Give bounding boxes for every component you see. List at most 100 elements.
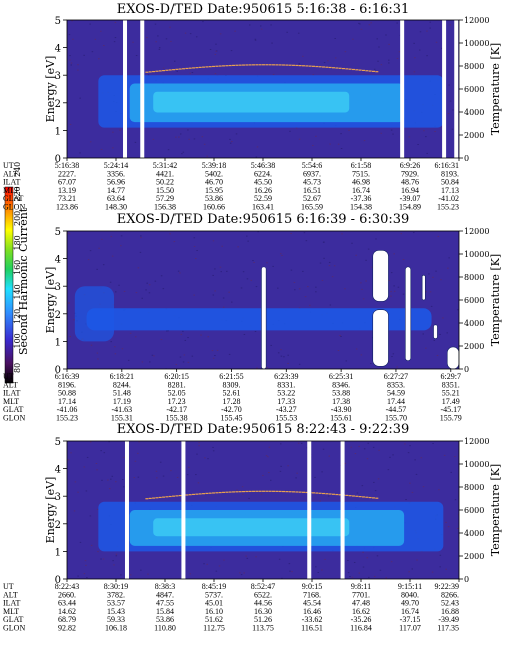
noise-speckle bbox=[270, 344, 272, 346]
noise-speckle bbox=[267, 456, 269, 458]
y-tick-label: 2 bbox=[55, 310, 61, 321]
dotted-feature bbox=[265, 490, 269, 492]
y2-tick-label: 12000 bbox=[464, 437, 489, 446]
ephemeris-value: 123.86 bbox=[56, 203, 78, 212]
noise-speckle bbox=[339, 334, 341, 336]
dotted-feature bbox=[308, 65, 312, 67]
ephemeris-value: 16.94 bbox=[401, 186, 419, 195]
ephemeris-value: 5402. bbox=[205, 169, 223, 178]
noise-speckle bbox=[248, 24, 251, 26]
dotted-feature bbox=[252, 490, 256, 492]
noise-speckle bbox=[218, 565, 221, 567]
noise-speckle bbox=[115, 481, 117, 483]
dotted-feature bbox=[172, 69, 176, 71]
noise-speckle bbox=[154, 23, 157, 25]
noise-speckle bbox=[101, 238, 103, 240]
noise-speckle bbox=[120, 245, 122, 247]
noise-speckle bbox=[363, 140, 366, 142]
noise-speckle bbox=[188, 138, 190, 140]
noise-speckle bbox=[147, 74, 150, 76]
noise-speckle bbox=[109, 488, 111, 490]
noise-speckle bbox=[450, 471, 452, 473]
ephemeris-row-label: ALT bbox=[3, 590, 18, 599]
noise-speckle bbox=[177, 270, 180, 272]
noise-speckle bbox=[426, 55, 428, 57]
ephemeris-row-label: MLT bbox=[3, 607, 19, 616]
noise-speckle bbox=[158, 48, 161, 50]
ephemeris-value: 52.05 bbox=[168, 389, 186, 398]
noise-speckle bbox=[112, 147, 114, 149]
noise-speckle bbox=[354, 453, 357, 455]
noise-speckle bbox=[351, 576, 354, 578]
noise-speckle bbox=[257, 231, 259, 233]
ephemeris-value: 44.56 bbox=[254, 599, 272, 608]
dotted-feature bbox=[238, 64, 242, 66]
noise-speckle bbox=[111, 475, 114, 477]
noise-speckle bbox=[277, 287, 279, 289]
dotted-feature bbox=[368, 496, 372, 499]
ephemeris-value: 116.84 bbox=[350, 624, 372, 633]
noise-speckle bbox=[167, 330, 169, 332]
dotted-feature bbox=[232, 491, 236, 493]
noise-speckle bbox=[400, 233, 403, 235]
y-tick-label: 0 bbox=[55, 365, 61, 376]
noise-speckle bbox=[207, 336, 209, 338]
ephemeris-value: 106.18 bbox=[105, 624, 127, 633]
ephemeris-value: 9:22:39 bbox=[435, 582, 459, 591]
ephemeris-value: 47.48 bbox=[352, 599, 370, 608]
noise-speckle bbox=[98, 58, 100, 60]
saturated-blob bbox=[404, 266, 412, 362]
dotted-feature bbox=[331, 67, 335, 69]
noise-speckle bbox=[451, 128, 454, 130]
noise-speckle bbox=[89, 23, 91, 25]
noise-speckle bbox=[194, 258, 197, 260]
y2-tick-label: 6000 bbox=[464, 296, 484, 305]
dotted-feature bbox=[195, 493, 199, 495]
noise-speckle bbox=[279, 470, 282, 472]
noise-speckle bbox=[323, 257, 325, 259]
noise-speckle bbox=[372, 446, 375, 448]
noise-speckle bbox=[350, 446, 353, 448]
ephemeris-value: 8196. bbox=[58, 380, 76, 389]
dotted-feature bbox=[365, 496, 369, 498]
dotted-feature bbox=[312, 492, 315, 494]
noise-speckle bbox=[256, 146, 259, 148]
noise-speckle bbox=[114, 37, 117, 39]
colorbar-tick-label: 100 bbox=[13, 333, 22, 348]
noise-speckle bbox=[137, 476, 140, 478]
noise-speckle bbox=[437, 235, 440, 237]
noise-speckle bbox=[206, 563, 208, 565]
noise-speckle bbox=[296, 472, 298, 474]
noise-speckle bbox=[393, 285, 395, 287]
noise-speckle bbox=[246, 235, 248, 237]
noise-speckle bbox=[113, 564, 115, 566]
plasma-edge-region bbox=[74, 286, 115, 342]
ephemeris-table: UT 5:16:38 5:24:14 5:31:42 5:39:18 5:46:38 5:5… bbox=[3, 158, 460, 212]
noise-speckle bbox=[392, 133, 394, 135]
noise-speckle bbox=[265, 455, 268, 457]
noise-speckle bbox=[68, 34, 71, 36]
ephemeris-value: 57.29 bbox=[156, 194, 174, 203]
noise-speckle bbox=[123, 290, 126, 292]
noise-speckle bbox=[103, 452, 106, 454]
ephemeris-value: 155.38 bbox=[166, 414, 188, 423]
noise-speckle bbox=[72, 38, 74, 40]
dotted-feature bbox=[208, 492, 212, 494]
noise-speckle bbox=[203, 143, 206, 145]
noise-speckle bbox=[148, 284, 151, 286]
ephemeris-row-label: ILAT bbox=[3, 178, 20, 187]
ephemeris-row-label: GLAT bbox=[3, 194, 24, 203]
dotted-feature bbox=[148, 497, 152, 500]
noise-speckle bbox=[283, 356, 285, 358]
noise-speckle bbox=[452, 109, 454, 111]
y-tick-label: 3 bbox=[55, 492, 61, 503]
ephemeris-value: -45.17 bbox=[440, 405, 461, 414]
noise-speckle bbox=[393, 253, 395, 255]
noise-speckle bbox=[102, 264, 105, 266]
noise-speckle bbox=[440, 279, 442, 281]
ephemeris-value: 155.53 bbox=[275, 414, 297, 423]
dotted-feature bbox=[288, 491, 292, 493]
noise-speckle bbox=[315, 566, 317, 568]
noise-speckle bbox=[162, 67, 165, 69]
noise-speckle bbox=[102, 558, 105, 560]
